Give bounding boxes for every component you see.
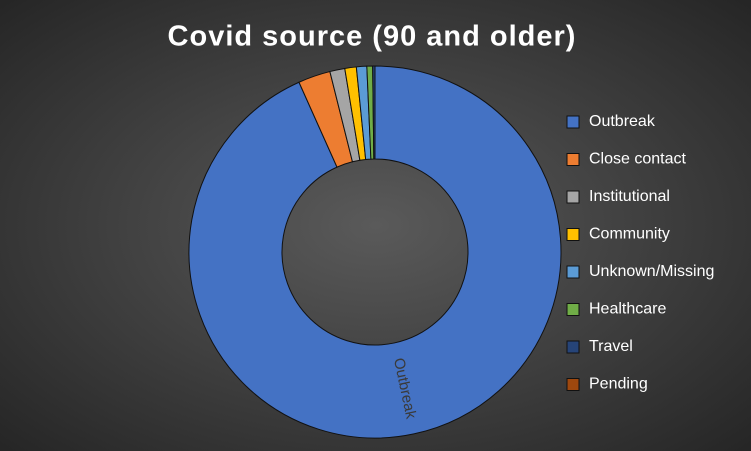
legend-swatch: [566, 378, 580, 391]
legend-swatch: [566, 190, 580, 204]
donut-slice: [188, 65, 562, 439]
legend-label: Outbreak: [589, 113, 656, 130]
legend-swatch: [566, 153, 580, 166]
legend-label: Close contact: [589, 151, 686, 168]
legend-label: Institutional: [589, 188, 670, 205]
legend-label: Travel: [589, 338, 633, 355]
legend-label: Community: [589, 226, 670, 243]
legend-label: Unknown/Missing: [589, 263, 714, 280]
legend-swatch: [566, 265, 580, 279]
legend-swatch: [566, 303, 580, 316]
chart-title: Covid source (90 and older): [168, 21, 577, 53]
legend-label: Pending: [589, 376, 648, 393]
legend-swatch: [566, 228, 580, 241]
legend-label: Healthcare: [589, 301, 666, 318]
legend-swatch: [566, 340, 580, 354]
legend-swatch: [566, 115, 580, 129]
